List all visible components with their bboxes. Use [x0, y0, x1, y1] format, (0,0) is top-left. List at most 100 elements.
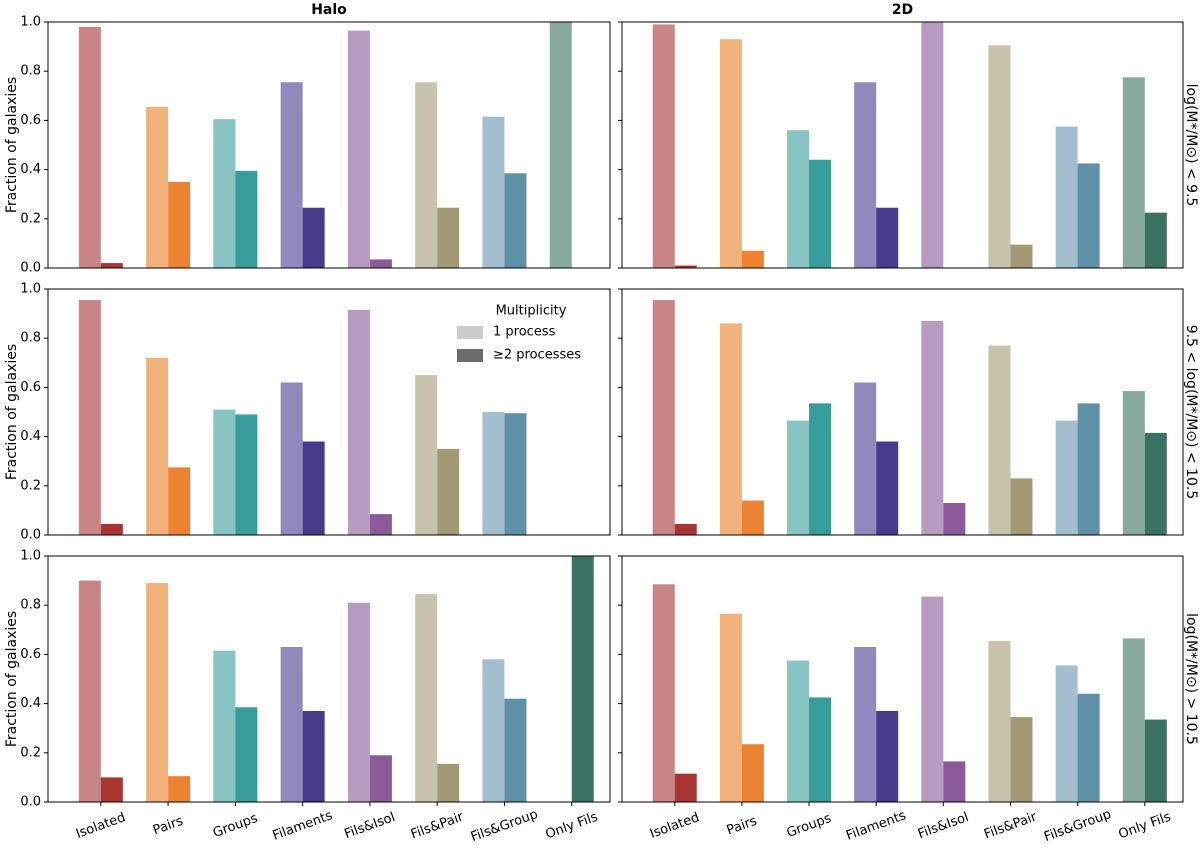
bar	[1122, 638, 1145, 802]
panel-title: 2D	[892, 2, 913, 18]
bar	[168, 776, 191, 802]
bar	[415, 375, 438, 535]
y-tick-label: 0.0	[20, 528, 41, 543]
x-tick-label: Groups	[211, 811, 260, 841]
bar	[787, 130, 810, 268]
bar	[549, 22, 572, 268]
y-tick-label: 1.0	[20, 15, 41, 30]
plot-frame	[47, 21, 611, 269]
bar	[921, 320, 944, 535]
y-tick-label: 0.0	[20, 795, 41, 810]
bar	[1144, 432, 1167, 535]
y-tick-label: 0.8	[20, 331, 41, 346]
bar	[100, 263, 123, 268]
y-tick-label: 0.6	[20, 380, 41, 395]
legend-title: Multiplicity	[496, 304, 567, 319]
y-tick-label: 0.8	[20, 64, 41, 79]
bar	[100, 777, 123, 802]
x-tick-label: Fils&Isol	[916, 810, 971, 842]
bar	[213, 650, 236, 802]
bar	[787, 660, 810, 802]
bar	[674, 265, 697, 268]
bar	[1077, 693, 1100, 802]
bar	[302, 207, 325, 268]
y-tick-label: 0.0	[20, 261, 41, 276]
bar	[1122, 77, 1145, 268]
bar	[280, 647, 303, 802]
bar	[280, 382, 303, 535]
bar	[235, 414, 258, 535]
bar	[482, 412, 505, 535]
bar	[504, 698, 527, 802]
bar	[213, 119, 236, 268]
bar	[280, 82, 303, 269]
bar	[943, 503, 966, 535]
row-label: log(M*/M⊙) < 9.5	[1183, 84, 1199, 207]
legend-label: ≥2 processes	[493, 348, 581, 363]
bar	[1077, 403, 1100, 535]
bar	[1122, 391, 1145, 535]
y-tick-label: 0.2	[20, 211, 41, 226]
bar	[988, 45, 1011, 269]
bar	[168, 181, 191, 268]
bar	[1055, 665, 1078, 802]
x-tick-label: Groups	[785, 811, 834, 841]
legend-swatch	[457, 349, 483, 362]
x-tick-label: Isolated	[74, 810, 128, 842]
bar	[854, 647, 877, 802]
bar	[988, 640, 1011, 802]
bar	[809, 403, 832, 535]
bar	[437, 448, 460, 535]
bar	[1144, 212, 1167, 268]
bar	[1144, 719, 1167, 802]
bar	[809, 159, 832, 268]
bar	[482, 116, 505, 269]
legend-swatch	[457, 326, 483, 339]
bar	[741, 500, 764, 535]
x-tick-label: Fils&Pair	[409, 809, 466, 842]
bar	[78, 580, 101, 802]
bar	[1077, 163, 1100, 268]
bar	[437, 207, 460, 268]
bar	[1055, 420, 1078, 535]
x-tick-label: Filaments	[844, 808, 908, 844]
plot-frame	[47, 288, 611, 536]
bar	[652, 300, 675, 535]
bar	[876, 710, 899, 802]
bar	[652, 24, 675, 269]
bar	[809, 697, 832, 802]
bar	[168, 467, 191, 535]
bar	[652, 584, 675, 802]
bar	[854, 382, 877, 535]
x-tick-label: Pairs	[725, 814, 759, 839]
bar	[719, 323, 742, 535]
plot-frame	[621, 21, 1184, 269]
legend-label: 1 process	[493, 325, 556, 340]
bar	[302, 710, 325, 802]
bar	[876, 441, 899, 535]
bar	[482, 659, 505, 802]
bar	[100, 523, 123, 535]
bar	[921, 22, 944, 268]
row-label: 9.5 < log(M*/M⊙) < 10.5	[1183, 325, 1199, 500]
bar	[719, 613, 742, 802]
bar	[876, 207, 899, 268]
bar	[437, 763, 460, 802]
bar	[78, 300, 101, 535]
y-tick-label: 0.4	[20, 429, 41, 444]
bar	[1010, 717, 1033, 802]
y-tick-label: 1.0	[20, 282, 41, 297]
bar	[415, 82, 438, 269]
x-tick-label: Fils&Group	[1042, 807, 1113, 845]
bar	[1010, 244, 1033, 268]
x-tick-label: Only Fils	[544, 810, 600, 843]
bar	[719, 39, 742, 268]
panel-title: Halo	[311, 2, 347, 18]
plot-frame	[621, 555, 1184, 803]
bar	[1010, 478, 1033, 535]
bar	[921, 596, 944, 802]
x-tick-label: Fils&Group	[469, 807, 540, 845]
bar	[213, 409, 236, 535]
x-tick-label: Filaments	[271, 808, 335, 844]
